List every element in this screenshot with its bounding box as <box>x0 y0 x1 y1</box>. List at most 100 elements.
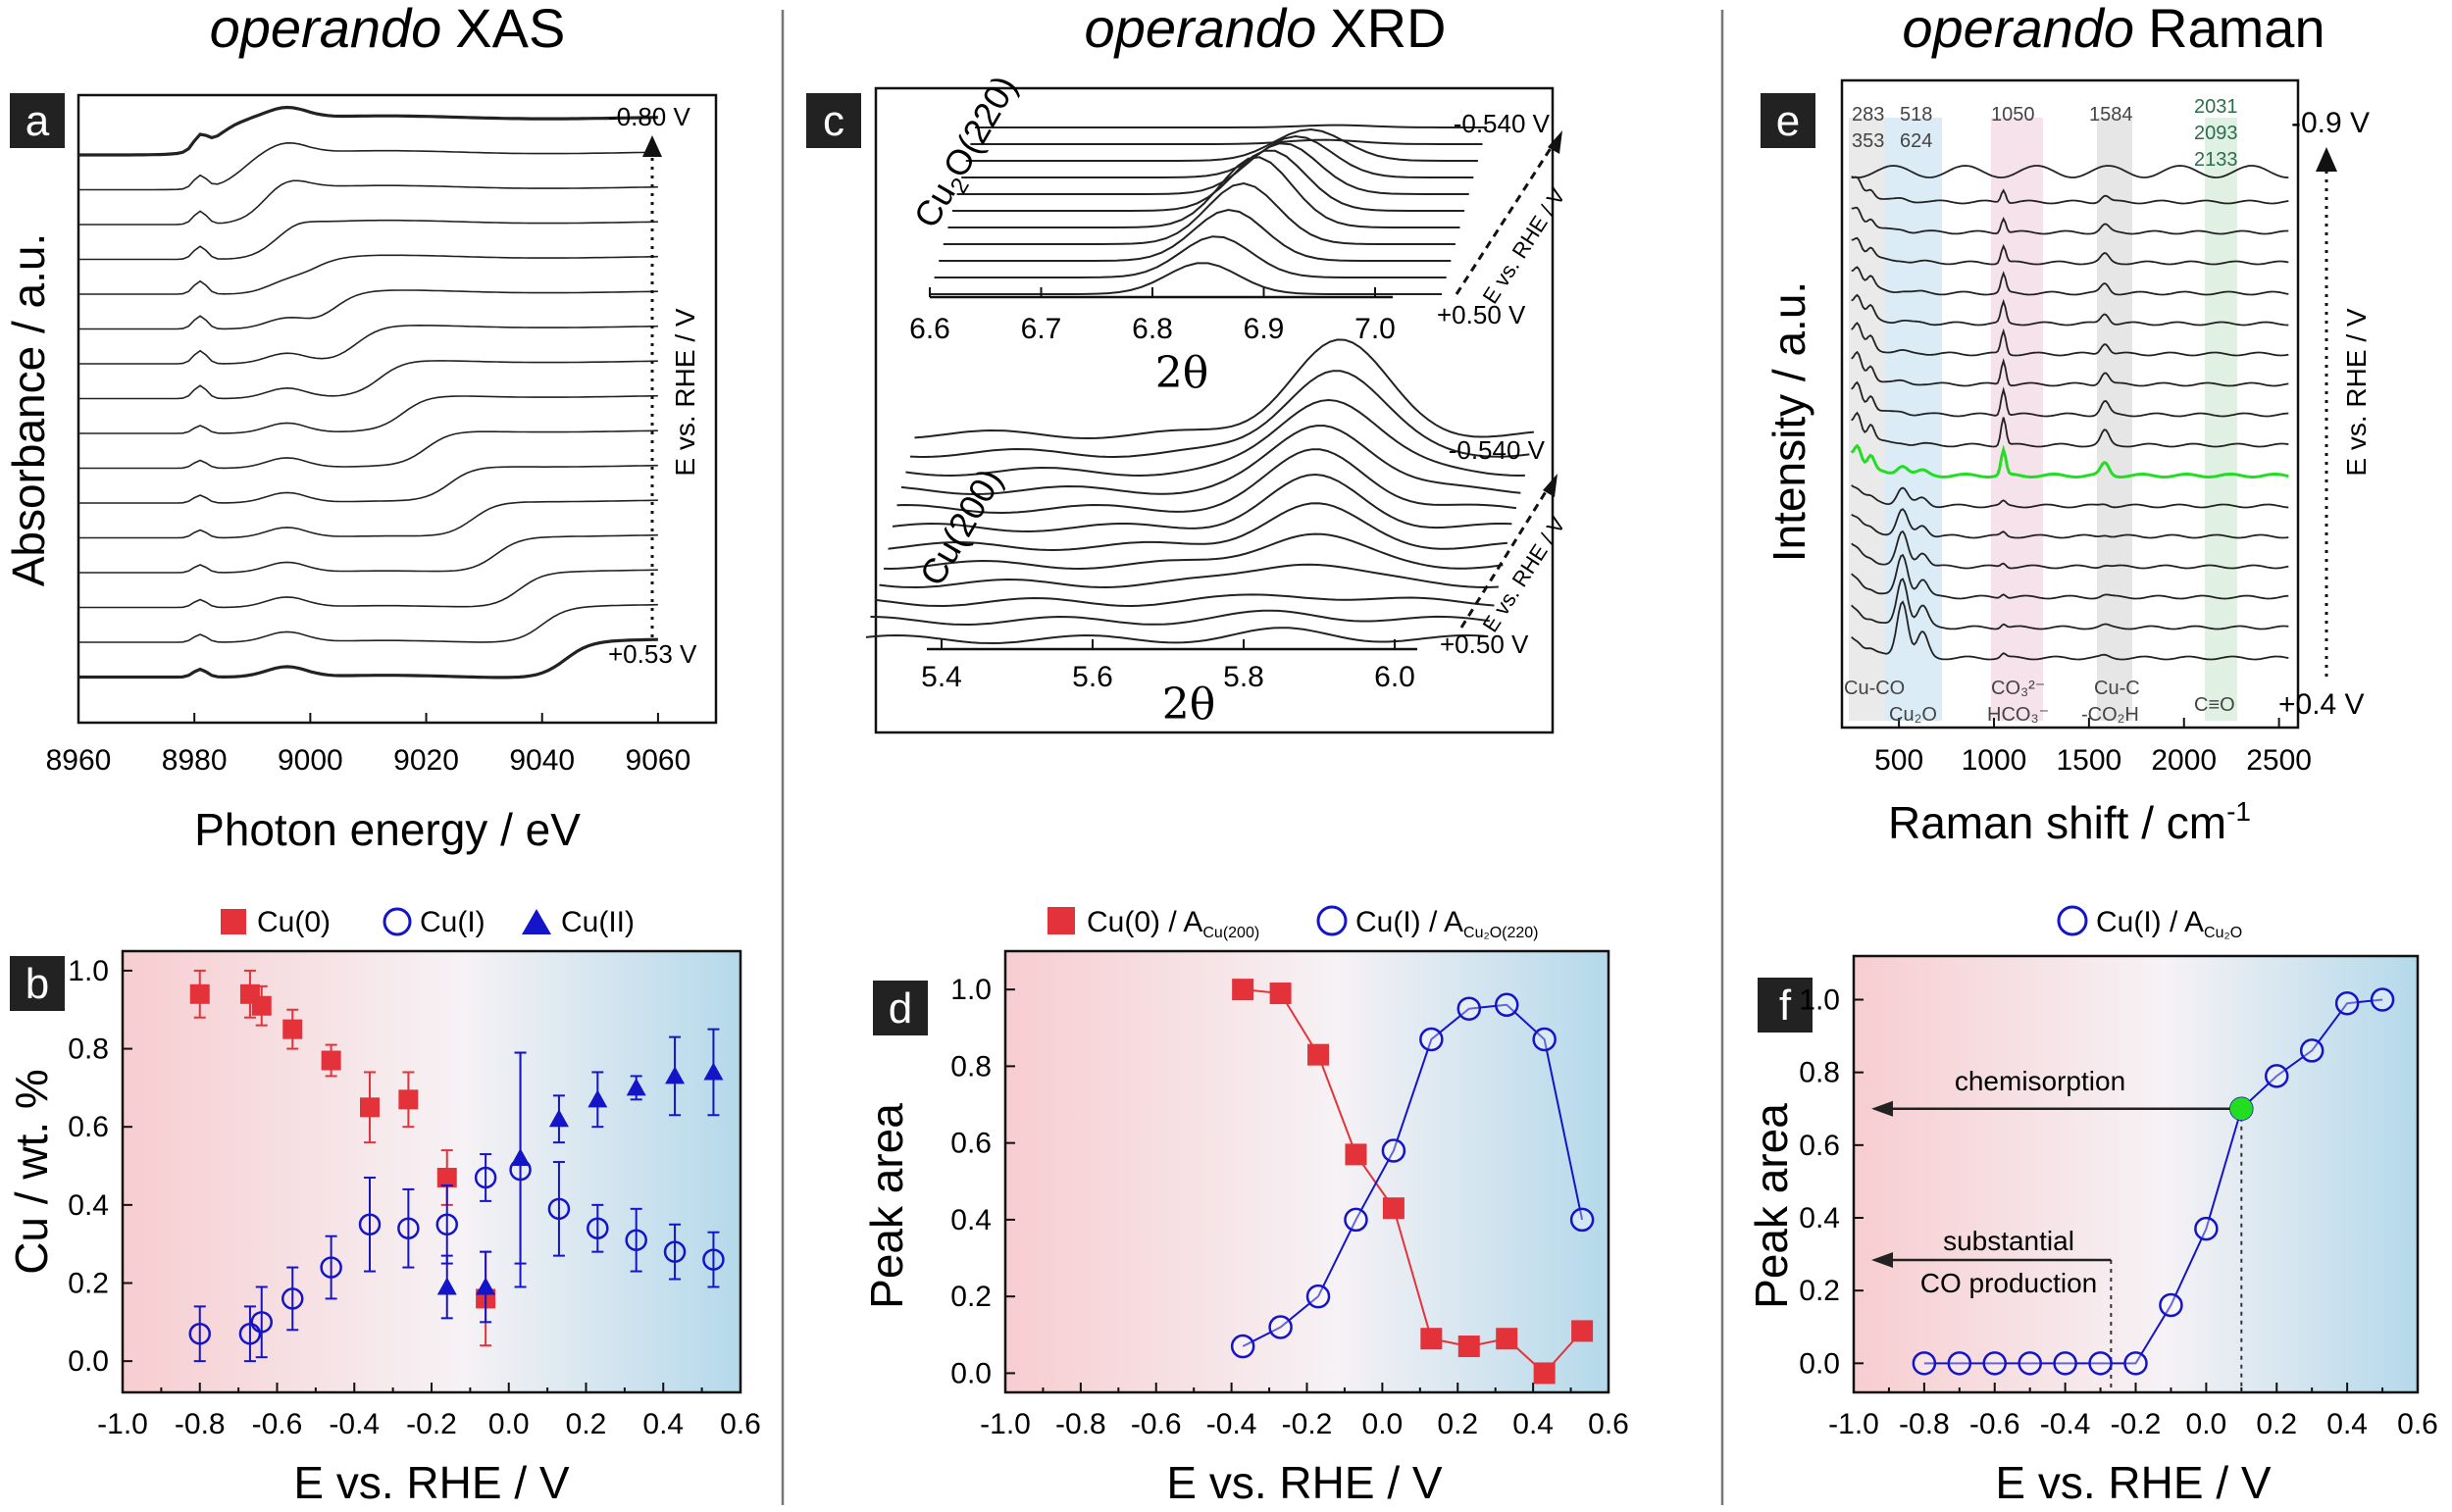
svg-text:CO₃²⁻: CO₃²⁻ <box>1991 678 2045 699</box>
x-tick-label: 0.0 <box>2186 1408 2227 1440</box>
x-tick-label: 2500 <box>2246 744 2312 777</box>
xrd-trace-lower <box>874 593 1495 608</box>
svg-text:518: 518 <box>1900 104 1932 126</box>
data-point-square <box>251 995 272 1016</box>
raman-trace <box>1851 411 2289 448</box>
raman-trace <box>1851 350 2289 387</box>
xas-trace <box>78 569 658 609</box>
xrd-trace-lower <box>892 473 1512 533</box>
x-axis-label-c-upper: 2θ <box>1155 348 1208 398</box>
xas-trace <box>78 324 658 365</box>
data-marks-d <box>1230 979 1595 1385</box>
band-cu2o <box>1885 118 1942 721</box>
data-point-circle <box>238 1323 262 1345</box>
xas-trace <box>78 141 658 191</box>
x-tick-label: -0.2 <box>406 1408 457 1440</box>
y-tick-label: 0.8 <box>1799 1057 1840 1089</box>
xrd-trace-lower <box>900 425 1521 496</box>
data-point-circle <box>1982 1351 2007 1376</box>
data-point-circle <box>474 1166 497 1189</box>
x-tick-label: 9000 <box>278 744 343 777</box>
x-tick-label: -1.0 <box>1828 1408 1879 1440</box>
xrd-trace-lower <box>870 609 1491 627</box>
raman-trace <box>1851 176 2289 205</box>
y-tick-label: 0.4 <box>68 1189 109 1222</box>
y-tick-label: 0.8 <box>950 1050 992 1083</box>
y-tick-label: 0.0 <box>950 1357 992 1389</box>
legend-marker-f-cui <box>2057 905 2088 936</box>
label-cu-200: Cu(200) <box>911 462 1010 592</box>
y-axis-label-d: Peak area <box>861 1103 912 1309</box>
x-tick-label: 8960 <box>46 744 112 777</box>
raman-trace <box>1851 380 2289 418</box>
x-tick-label: -0.8 <box>1899 1408 1950 1440</box>
label-cu2o-220: Cu2O(220) <box>905 69 1029 237</box>
data-point-square <box>189 983 210 1004</box>
data-point-circle <box>663 1240 687 1263</box>
data-point-circle <box>2088 1351 2113 1376</box>
xrd-trace-upper <box>947 156 1460 228</box>
x-tick-label: 9040 <box>509 744 575 777</box>
y-tick-label: 0.2 <box>950 1281 992 1313</box>
x-ticks-c-lower: 5.4 5.6 5.8 6.0 <box>921 639 1415 693</box>
legend-label-d-cu0: Cu(0) / ACu(200) <box>1087 906 1259 941</box>
annotation-c-lower-top: -0.540 V <box>1449 435 1546 465</box>
data-point-circle <box>1305 1284 1331 1309</box>
y-tick-label: 1.0 <box>1799 984 1840 1017</box>
raman-trace <box>1851 529 2289 570</box>
xrd-trace-upper <box>975 124 1488 128</box>
xas-trace <box>78 254 658 295</box>
svg-text:353: 353 <box>1852 130 1884 152</box>
xas-trace <box>78 637 658 680</box>
title-raman: operando Raman <box>1902 0 2324 59</box>
data-point-circle <box>1344 1207 1368 1233</box>
xas-trace <box>78 105 658 157</box>
data-point-circle <box>1230 1334 1255 1359</box>
data-point-circle <box>1569 1207 1595 1233</box>
xrd-trace-upper <box>930 262 1443 295</box>
title-xrd: operando XRD <box>1085 0 1447 59</box>
x-axis-label-c-lower: 2θ <box>1162 680 1215 730</box>
raman-trace <box>1851 206 2289 235</box>
xrd-trace-upper <box>961 134 1474 178</box>
annotation-top-e: -0.9 V <box>2291 107 2370 139</box>
band-labels-e: Cu-CO Cu₂O CO₃²⁻ HCO₃⁻ Cu-C -CO₂H C≡O <box>1844 678 2235 726</box>
x-tick-label: -0.6 <box>252 1408 303 1440</box>
plot-background-d <box>1005 951 1609 1392</box>
data-point-square <box>1307 1043 1330 1066</box>
data-marks-f <box>1912 987 2395 1376</box>
y-tick-label: 0.2 <box>68 1267 109 1299</box>
legend-label-cu0: Cu(0) <box>257 906 331 938</box>
data-point-square <box>1533 1362 1556 1385</box>
x-tick-label: 0.6 <box>1588 1408 1629 1440</box>
legend-f: Cu(I) / ACu₂O <box>2057 905 2242 941</box>
legend-d: Cu(0) / ACu(200) Cu(I) / ACu₂O(220) <box>1047 905 1539 941</box>
xas-trace <box>78 464 658 504</box>
data-point-circle <box>1947 1351 1972 1376</box>
annotation-c-lower-bottom: +0.50 V <box>1440 630 1529 659</box>
svg-text:1584: 1584 <box>2089 104 2133 126</box>
axes-b: -1.0 -0.8 -0.6 -0.4 -0.2 0.0 0.2 0.4 0.6 0.0 0.2 0.… <box>68 955 761 1440</box>
x-tick-label: 0.4 <box>642 1408 684 1440</box>
y-tick-label: 0.6 <box>68 1111 109 1143</box>
xrd-trace-lower <box>888 502 1507 552</box>
data-point-circle <box>435 1213 458 1236</box>
annotation-bottom-a: +0.53 V <box>608 639 697 669</box>
data-point-circle <box>2265 1064 2289 1088</box>
panel-e: e 500 1000 1500 2000 2500 Raman shift / cm-1… <box>1761 78 2372 848</box>
x-tick-label: 5.8 <box>1223 661 1264 693</box>
x-tick-label: -0.4 <box>2040 1408 2091 1440</box>
annotation-substantial: substantial <box>1943 1226 2074 1256</box>
panel-letter-d: d <box>889 984 912 1033</box>
y-axis-label-e: Intensity / a.u. <box>1763 281 1814 562</box>
arrow-head-c-upper <box>1548 130 1562 154</box>
x-tick-label: -0.2 <box>2111 1408 2162 1440</box>
xrd-trace-lower <box>883 532 1504 571</box>
x-tick-label: 6.8 <box>1132 313 1173 345</box>
data-point-square <box>1269 983 1292 1005</box>
annotation-c-upper-top: -0.540 V <box>1454 109 1551 138</box>
data-point-circle <box>1456 996 1482 1021</box>
panel-letter-b-box <box>10 956 65 1011</box>
x-tick-label: 6.9 <box>1244 313 1285 345</box>
